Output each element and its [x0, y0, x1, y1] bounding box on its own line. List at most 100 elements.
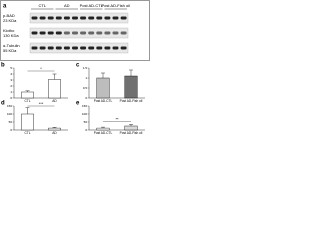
x-tick-label: Post AD-Fish oil — [120, 99, 143, 103]
band — [120, 46, 127, 50]
x-tick-label: Post AD-CTL — [94, 131, 113, 135]
band — [55, 31, 62, 35]
row-size: 55 KDa — [3, 48, 17, 53]
bar — [96, 77, 110, 99]
lane-group-label: AD — [64, 3, 70, 8]
band — [88, 16, 95, 20]
x-tick-label: CTL — [24, 99, 30, 103]
x-tick-label: Post AD-Fish oil — [120, 131, 143, 135]
band — [63, 16, 70, 20]
band — [112, 31, 119, 35]
bar — [21, 91, 34, 99]
band — [31, 46, 38, 50]
band — [88, 46, 95, 50]
row-label: p-BAD — [3, 13, 15, 18]
error-bar — [52, 73, 57, 80]
band — [96, 16, 103, 20]
y-tick-label: 50 — [9, 120, 13, 124]
band — [104, 31, 111, 35]
row-size: 23 KDa — [3, 18, 17, 23]
lane-group-label: Post AD-Fish oil — [102, 3, 131, 8]
error-bar — [129, 124, 133, 126]
blot-strip — [29, 42, 129, 54]
band — [39, 31, 46, 35]
band — [88, 31, 95, 35]
band — [47, 16, 54, 20]
band — [80, 46, 87, 50]
bar — [124, 125, 138, 131]
y-tick-label: 1 — [10, 90, 12, 94]
y-tick-label: 0.5 — [83, 86, 88, 90]
y-tick-label: 0 — [85, 128, 87, 132]
band — [104, 16, 111, 20]
bar — [48, 127, 61, 131]
panel-label: b — [1, 63, 5, 69]
band — [72, 16, 78, 20]
band — [63, 31, 70, 35]
row-size: 130 KDa — [3, 33, 19, 38]
y-tick-label: 0 — [10, 128, 12, 132]
x-tick-label: AD — [52, 99, 57, 103]
error-bar — [129, 69, 133, 76]
x-tick-label: CTL — [24, 131, 30, 135]
lane-group-label: Post AD-CTL — [80, 3, 104, 8]
y-tick-label: 150 — [82, 104, 87, 108]
band — [120, 31, 127, 35]
bar — [48, 79, 61, 99]
lane-group-label: CTL — [38, 3, 46, 8]
band — [96, 46, 103, 50]
y-tick-label: 0 — [85, 96, 87, 100]
band — [80, 16, 87, 20]
band — [104, 46, 111, 50]
error-bar — [101, 72, 105, 78]
significance: * — [40, 66, 42, 71]
panel-label: a — [3, 4, 7, 10]
y-tick-label: 3 — [10, 78, 12, 82]
blot-strip — [29, 12, 129, 24]
bar — [96, 127, 110, 131]
y-tick-label: 5 — [10, 66, 12, 70]
y-tick-label: 100 — [7, 112, 12, 116]
band — [55, 46, 62, 50]
band — [47, 46, 54, 50]
band — [120, 16, 127, 20]
bar — [21, 113, 34, 131]
band — [47, 31, 54, 35]
error-bar — [25, 90, 30, 92]
band — [39, 46, 46, 50]
band — [72, 46, 78, 50]
y-tick-label: 0 — [10, 96, 12, 100]
y-tick-label: 100 — [82, 112, 87, 116]
y-tick-label: 50 — [84, 120, 88, 124]
row-label: α-Tubulin — [3, 43, 20, 48]
error-bar — [25, 107, 30, 114]
significance: ** — [115, 116, 119, 121]
bar — [124, 75, 138, 99]
y-tick-label: 4 — [10, 72, 12, 76]
band — [72, 31, 78, 35]
x-tick-label: AD — [52, 131, 57, 135]
row-label: Klotho — [3, 28, 15, 33]
band — [112, 16, 119, 20]
band — [80, 31, 87, 35]
band — [55, 16, 62, 20]
band — [31, 31, 38, 35]
band — [96, 31, 103, 35]
band — [31, 16, 38, 20]
error-bar — [101, 126, 105, 129]
band — [112, 46, 119, 50]
x-tick-label: Post AD-CTL — [94, 99, 113, 103]
band — [39, 16, 46, 20]
band — [63, 46, 70, 50]
panel-label: d — [1, 101, 5, 107]
error-bar — [52, 127, 57, 129]
y-tick-label: 2 — [10, 84, 12, 88]
significance: *** — [39, 101, 44, 106]
panel-label: c — [76, 63, 80, 69]
y-tick-label: 150 — [7, 104, 12, 108]
y-tick-label: 1 — [85, 76, 87, 80]
y-tick-label: 1.5 — [83, 66, 88, 70]
blot-strip — [29, 27, 129, 39]
panel-label: e — [76, 101, 80, 107]
